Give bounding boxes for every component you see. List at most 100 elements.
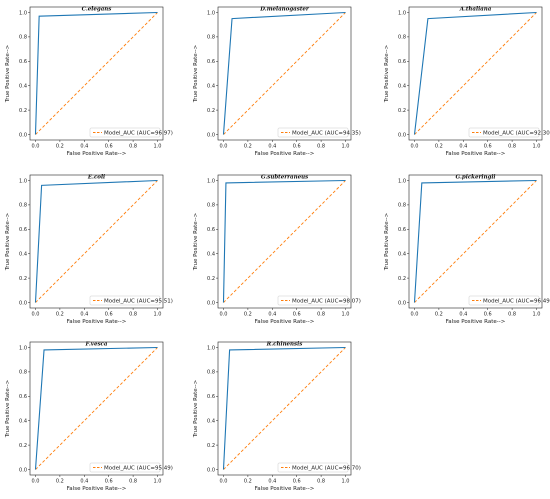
y-tick-label: 1.0: [207, 10, 215, 16]
panel-title: C.elegans: [82, 7, 112, 13]
x-tick-label: 0.8: [317, 312, 325, 318]
x-tick-label: 0.0: [220, 144, 228, 150]
legend-label: Model_AUC (AUC=95.51): [104, 299, 173, 305]
x-tick-label: 0.6: [105, 479, 113, 485]
x-tick-label: 1.0: [533, 144, 541, 150]
x-tick-label: 1.0: [154, 312, 162, 318]
x-tick-label: 0.2: [244, 144, 252, 150]
diagonal-line: [35, 180, 158, 303]
legend-label: Model_AUC (AUC=96.70): [292, 466, 361, 472]
x-tick-label: 0.2: [56, 144, 64, 150]
panel-title: R.chinensis: [266, 342, 303, 348]
x-tick-label: 0.0: [32, 479, 40, 485]
diagonal-line: [223, 347, 346, 470]
roc-panel: 0.0 0.2 0.4 0.6 0.8 1.0 0.0 0.2 0.4 0.6 0.8 1.0 Fals…: [384, 175, 550, 326]
panel-title: G.subterraneus: [261, 175, 308, 181]
x-tick-label: 0.6: [293, 479, 301, 485]
panel-title: G.pickeringii: [455, 175, 495, 181]
legend-box: [277, 462, 349, 473]
x-axis-label: False Positive Rate-->: [67, 319, 127, 325]
x-axis-label: False Positive Rate-->: [446, 319, 506, 325]
x-tick-label: 1.0: [154, 479, 162, 485]
x-axis-label: False Positive Rate-->: [67, 486, 127, 492]
roc-panel: 0.0 0.2 0.4 0.6 0.8 1.0 0.0 0.2 0.4 0.6 0.8 1.0 Fals…: [193, 7, 361, 158]
diagonal-line: [223, 180, 346, 303]
roc-panel: 0.0 0.2 0.4 0.6 0.8 1.0 0.0 0.2 0.4 0.6 0.8 1.0 Fals…: [5, 342, 173, 493]
y-tick-label: 1.0: [19, 10, 27, 16]
y-tick-label: 0.4: [207, 419, 215, 425]
roc-curve: [34, 11, 158, 135]
y-tick-label: 0.6: [398, 59, 406, 65]
y-tick-label: 0.4: [207, 252, 215, 258]
x-axis-label: False Positive Rate-->: [255, 319, 315, 325]
x-tick-label: 0.8: [129, 479, 137, 485]
x-tick-label: 0.2: [435, 144, 443, 150]
diagonal-line: [35, 347, 158, 470]
y-tick-label: 0.6: [207, 59, 215, 65]
y-axis-label: True Positive Rate-->: [193, 379, 199, 438]
y-tick-label: 0.6: [19, 59, 27, 65]
x-tick-label: 0.6: [484, 144, 492, 150]
y-tick-label: 1.0: [398, 10, 406, 16]
x-tick-label: 0.0: [411, 312, 419, 318]
x-tick-label: 1.0: [154, 144, 162, 150]
y-tick-label: 0.2: [207, 108, 215, 114]
y-tick-label: 0.2: [207, 443, 215, 449]
y-tick-label: 0.4: [19, 419, 27, 425]
legend-box: [277, 127, 349, 138]
roc-panel: 0.0 0.2 0.4 0.6 0.8 1.0 0.0 0.2 0.4 0.6 0.8 1.0 Fals…: [193, 342, 361, 493]
x-tick-label: 0.4: [459, 144, 467, 150]
x-tick-label: 0.0: [220, 479, 228, 485]
x-tick-label: 0.8: [317, 479, 325, 485]
x-tick-label: 0.6: [105, 144, 113, 150]
y-tick-label: 0.2: [398, 108, 406, 114]
y-tick-label: 0.8: [207, 203, 215, 209]
y-tick-label: 0.4: [19, 84, 27, 90]
diagonal-line: [414, 180, 537, 303]
x-tick-label: 0.4: [459, 312, 467, 318]
x-tick-label: 0.4: [268, 144, 276, 150]
panel-title: F.vesca: [85, 342, 108, 348]
legend-box: [89, 295, 161, 306]
roc-curve: [34, 346, 158, 470]
x-tick-label: 0.6: [105, 312, 113, 318]
y-tick-label: 0.0: [398, 132, 406, 138]
y-tick-label: 1.0: [207, 178, 215, 184]
y-tick-label: 0.4: [398, 252, 406, 258]
x-axis-label: False Positive Rate-->: [67, 151, 127, 157]
legend-label: Model_AUC (AUC=92.30): [483, 131, 550, 137]
roc-panel: 0.0 0.2 0.4 0.6 0.8 1.0 0.0 0.2 0.4 0.6 0.8 1.0 Fals…: [193, 175, 361, 326]
roc-curve: [413, 179, 537, 303]
x-axis-label: False Positive Rate-->: [255, 486, 315, 492]
roc-curve: [34, 179, 158, 303]
y-tick-label: 0.8: [19, 370, 27, 376]
y-tick-label: 0.0: [19, 467, 27, 473]
x-tick-label: 0.2: [244, 479, 252, 485]
y-tick-label: 0.0: [398, 300, 406, 306]
roc-panel: 0.0 0.2 0.4 0.6 0.8 1.0 0.0 0.2 0.4 0.6 0.8 1.0 Fals…: [5, 7, 173, 158]
y-tick-label: 1.0: [19, 178, 27, 184]
y-tick-label: 1.0: [207, 345, 215, 351]
x-tick-label: 0.0: [411, 144, 419, 150]
x-tick-label: 0.6: [484, 312, 492, 318]
y-tick-label: 0.6: [207, 227, 215, 233]
y-axis-label: True Positive Rate-->: [5, 44, 11, 103]
legend-box: [468, 295, 540, 306]
diagonal-line: [35, 12, 158, 135]
y-tick-label: 0.6: [19, 227, 27, 233]
y-tick-label: 0.6: [398, 227, 406, 233]
y-tick-label: 0.0: [207, 132, 215, 138]
y-axis-label: True Positive Rate-->: [384, 44, 390, 103]
y-tick-label: 0.4: [19, 252, 27, 258]
y-tick-label: 1.0: [398, 178, 406, 184]
y-tick-label: 0.8: [19, 203, 27, 209]
roc-curve: [413, 11, 537, 135]
panel-title: E.coli: [87, 175, 105, 181]
plot-frame: [408, 6, 543, 141]
legend-label: Model_AUC (AUC=96.97): [104, 131, 173, 137]
legend-box: [468, 127, 540, 138]
x-tick-label: 0.6: [293, 144, 301, 150]
x-tick-label: 0.8: [317, 144, 325, 150]
x-tick-label: 1.0: [533, 312, 541, 318]
roc-curve: [222, 179, 346, 303]
